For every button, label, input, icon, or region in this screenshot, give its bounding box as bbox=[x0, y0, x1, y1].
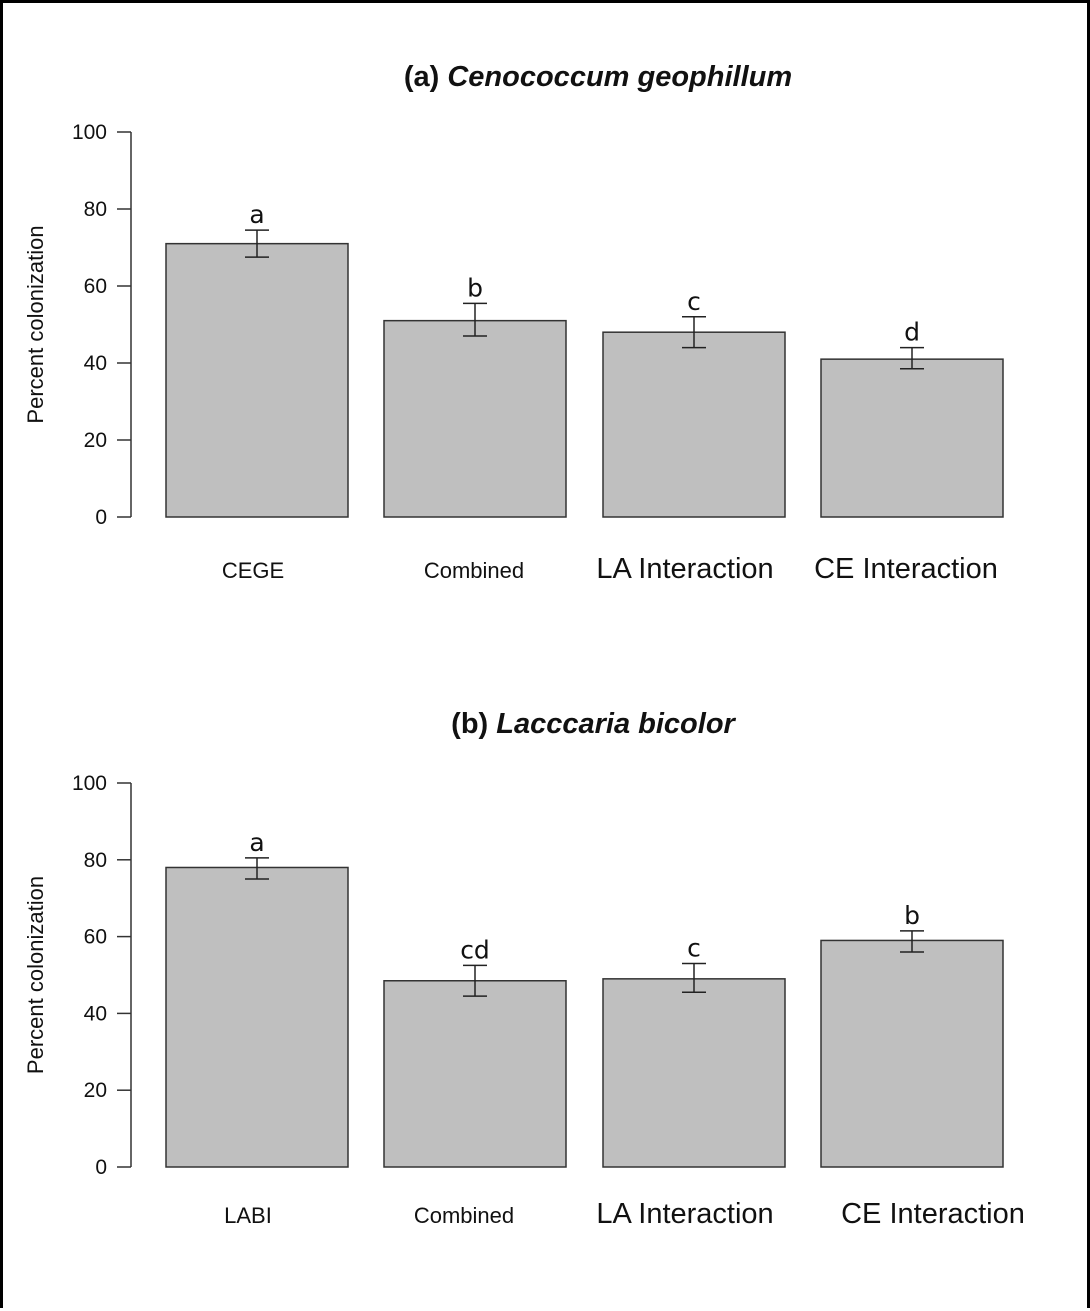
y-tick-label: 20 bbox=[84, 429, 107, 452]
chart-title-species: Cenococcum geophillum bbox=[447, 61, 792, 93]
bar-b-1 bbox=[383, 980, 567, 1168]
y-axis-label: Percent colonization bbox=[23, 876, 48, 1074]
y-tick-label: 60 bbox=[84, 926, 107, 949]
bar-a-3 bbox=[820, 358, 1004, 518]
y-tick-label: 40 bbox=[84, 1002, 107, 1025]
chart-title-prefix: (b) bbox=[451, 708, 488, 740]
x-category-label: LA Interaction bbox=[596, 1198, 773, 1230]
x-category-label: CEGE bbox=[222, 558, 284, 583]
x-category-label: CE Interaction bbox=[841, 1198, 1025, 1230]
y-axis-label: Percent colonization bbox=[23, 225, 48, 423]
chart-title-prefix: (a) bbox=[404, 61, 439, 93]
chart-title-b: (b) Lacccaria bicolor bbox=[451, 708, 736, 740]
y-tick-label: 40 bbox=[84, 352, 107, 375]
y-tick-label: 0 bbox=[95, 1156, 107, 1179]
significance-letter: c bbox=[687, 287, 701, 316]
x-category-label: CE Interaction bbox=[814, 553, 998, 585]
y-tick-label: 80 bbox=[84, 849, 107, 872]
chart-canvas: (a) Cenococcum geophillum 0 20 40 60 80 100 Per… bbox=[23, 61, 1025, 1230]
bar-b-2 bbox=[602, 978, 786, 1168]
bar-a-2 bbox=[602, 331, 786, 518]
significance-letter: b bbox=[467, 273, 483, 302]
significance-letter: c bbox=[687, 933, 701, 962]
y-tick-label: 80 bbox=[84, 198, 107, 221]
y-tick-label: 20 bbox=[84, 1079, 107, 1102]
bar-b-3 bbox=[820, 939, 1004, 1168]
significance-letter: a bbox=[249, 200, 264, 229]
x-category-label: Combined bbox=[424, 558, 524, 583]
significance-letter: cd bbox=[460, 935, 490, 964]
chart-title-species: Lacccaria bicolor bbox=[496, 708, 736, 740]
chart-title-a: (a) Cenococcum geophillum bbox=[404, 61, 792, 93]
x-category-label: LABI bbox=[224, 1203, 272, 1228]
y-tick-label: 0 bbox=[95, 506, 107, 529]
y-tick-label: 100 bbox=[72, 121, 107, 144]
significance-letter: b bbox=[904, 901, 920, 930]
bar-a-0 bbox=[165, 242, 349, 518]
significance-letter: a bbox=[249, 828, 264, 857]
y-tick-label: 100 bbox=[72, 772, 107, 795]
significance-letter: d bbox=[904, 318, 920, 347]
x-category-label: LA Interaction bbox=[596, 553, 773, 585]
bar-a-1 bbox=[383, 319, 567, 518]
x-category-label: Combined bbox=[414, 1203, 514, 1228]
bar-b-0 bbox=[165, 866, 349, 1168]
y-tick-label: 60 bbox=[84, 275, 107, 298]
